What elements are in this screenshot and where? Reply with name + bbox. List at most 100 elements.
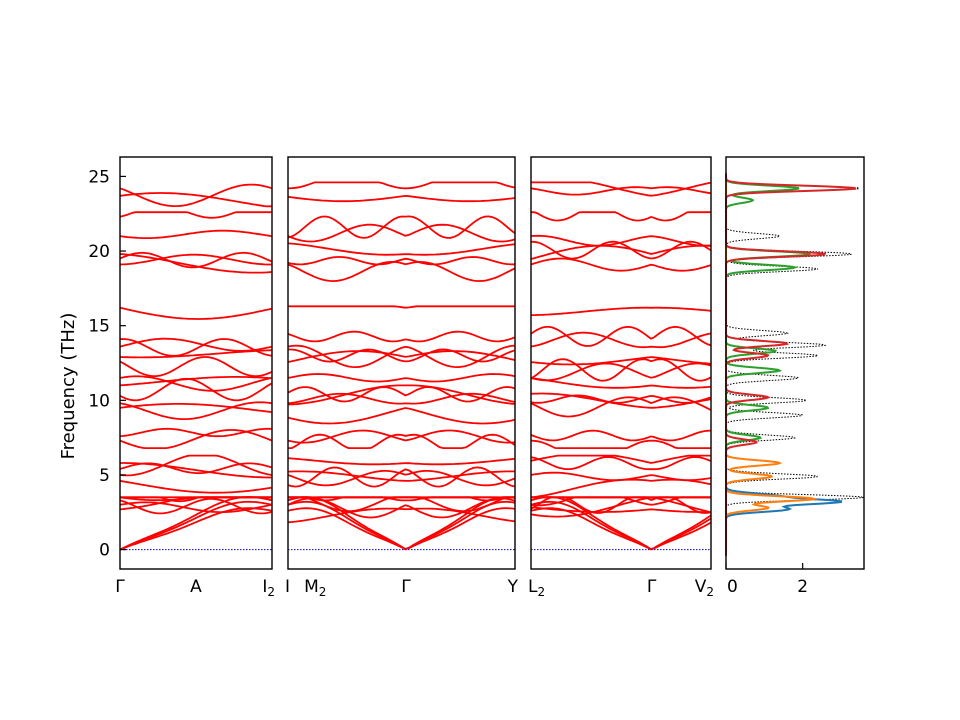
band-line xyxy=(287,350,516,363)
band-line xyxy=(119,183,273,207)
dos-series-5 xyxy=(725,173,857,556)
band-line xyxy=(119,306,273,320)
dos-panel xyxy=(725,173,864,556)
band-line xyxy=(119,427,273,438)
band-line xyxy=(119,403,273,413)
band-line xyxy=(530,396,712,418)
band-line xyxy=(530,394,712,404)
band-line xyxy=(119,356,273,378)
band-line xyxy=(287,215,516,239)
y-tick-label: 25 xyxy=(88,167,110,187)
dos-series-2 xyxy=(725,173,843,556)
band-line xyxy=(287,466,516,488)
band-line xyxy=(530,331,712,349)
dos-x-tick-label: 0 xyxy=(727,577,738,597)
y-tick-label: 10 xyxy=(88,391,110,411)
band-line xyxy=(288,496,515,500)
band-line xyxy=(530,392,712,409)
y-tick-label: 0 xyxy=(99,541,110,561)
band-line xyxy=(287,223,516,243)
band-line xyxy=(288,496,515,502)
band-line xyxy=(119,253,272,266)
band-line xyxy=(119,377,273,402)
band-line xyxy=(530,500,712,551)
band-line xyxy=(530,257,712,272)
k-point-label: L2 xyxy=(528,577,545,599)
band-line xyxy=(530,429,712,442)
band-line xyxy=(287,457,516,466)
k-point-label: Γ xyxy=(401,577,411,597)
band-line xyxy=(119,498,273,515)
frame-layer xyxy=(119,156,865,570)
band-line xyxy=(287,181,516,190)
band-line xyxy=(288,433,516,449)
band-line xyxy=(530,478,712,499)
band-line xyxy=(531,181,712,197)
band-line xyxy=(531,306,712,316)
band-line xyxy=(530,506,712,513)
band-line xyxy=(287,242,516,256)
band-line xyxy=(287,384,516,406)
band-line xyxy=(119,338,273,357)
band-line xyxy=(119,337,273,352)
band-line xyxy=(119,229,273,239)
axes-frame-4 xyxy=(725,156,865,570)
band-panel-2 xyxy=(287,181,516,551)
band-panel-1 xyxy=(119,183,273,551)
band-line xyxy=(530,471,712,481)
y-tick-label: 20 xyxy=(88,242,110,262)
band-line xyxy=(287,373,516,383)
band-line xyxy=(287,470,516,487)
band-line xyxy=(287,386,516,403)
dos-series-1 xyxy=(725,173,864,556)
band-line xyxy=(119,507,273,551)
band-line xyxy=(530,234,712,247)
k-point-label: A xyxy=(190,577,202,597)
band-line xyxy=(288,305,515,309)
band-line xyxy=(119,454,273,477)
axes-frame-3 xyxy=(530,156,712,570)
axes-frame-2 xyxy=(287,156,516,570)
k-point-subscript: 2 xyxy=(706,585,714,599)
band-line xyxy=(119,253,273,274)
band-line xyxy=(287,330,516,343)
band-line xyxy=(119,192,272,208)
band-line xyxy=(119,211,272,219)
y-tick-label: 15 xyxy=(88,317,110,337)
k-point-label: Y xyxy=(507,577,519,597)
band-line xyxy=(287,507,516,551)
band-panel-3 xyxy=(530,181,712,551)
band-line xyxy=(287,470,515,482)
axes-frame-1 xyxy=(119,156,273,570)
band-line xyxy=(287,194,516,203)
k-point-subscript: 2 xyxy=(267,585,275,599)
band-line xyxy=(287,407,516,425)
band-line xyxy=(530,496,712,518)
band-line xyxy=(530,454,711,464)
band-line xyxy=(287,429,516,444)
band-line xyxy=(530,356,712,366)
k-point-label: I xyxy=(285,577,290,597)
k-point-label: Γ xyxy=(115,577,125,597)
k-point-label: M2 xyxy=(304,577,326,599)
band-line xyxy=(119,480,273,494)
k-point-subscript: 2 xyxy=(537,585,545,599)
band-line xyxy=(530,358,712,382)
k-point-subscript: 2 xyxy=(319,585,327,599)
band-line xyxy=(287,256,516,266)
band-line xyxy=(119,500,273,551)
band-line xyxy=(119,401,273,420)
k-point-label: Γ xyxy=(647,577,657,597)
band-line xyxy=(530,186,712,196)
plot-layer xyxy=(119,173,864,556)
band-line xyxy=(531,211,711,222)
band-line xyxy=(530,507,712,551)
band-line xyxy=(120,462,272,479)
band-line xyxy=(531,240,712,260)
dos-x-tick-label: 2 xyxy=(797,577,808,597)
band-line xyxy=(530,439,711,449)
band-line xyxy=(120,496,273,503)
band-line xyxy=(287,344,516,369)
